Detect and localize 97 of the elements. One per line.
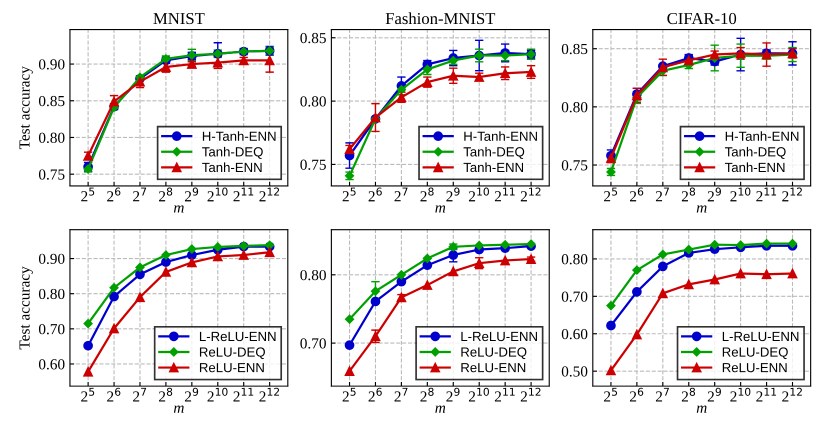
x-tick-label: 2$^{7}$ bbox=[133, 188, 146, 202]
x-axis-title: m bbox=[435, 406, 446, 413]
legend-label: H-Tanh-ENN bbox=[464, 131, 537, 141]
x-tick-label: 2$^{7}$ bbox=[656, 388, 669, 402]
y-tick-label: 0.70 bbox=[300, 338, 326, 349]
y-tick-label: 0.80 bbox=[38, 288, 65, 300]
x-tick-label: 2$^{11}$ bbox=[233, 188, 254, 202]
y-tick-label: 0.80 bbox=[38, 132, 65, 143]
legend-label: Tanh-ENN bbox=[202, 162, 262, 172]
x-tick-label: 2$^{11}$ bbox=[756, 188, 776, 202]
x-tick-label: 2$^{7}$ bbox=[394, 388, 408, 402]
y-tick-label: 0.80 bbox=[300, 96, 326, 107]
x-tick-label: 2$^{5}$ bbox=[604, 188, 618, 202]
y-tick-label: 0.80 bbox=[562, 254, 588, 264]
x-tick-label: 2$^{11}$ bbox=[233, 388, 254, 402]
chart-title: Fashion-MNIST bbox=[386, 12, 496, 24]
legend-label: Tanh-DEQ bbox=[464, 146, 524, 159]
x-tick-label: 2$^{6}$ bbox=[630, 188, 644, 202]
y-tick-label: 0.75 bbox=[562, 160, 588, 171]
x-tick-label: 2$^{9}$ bbox=[184, 388, 198, 402]
x-tick-label: 2$^{6}$ bbox=[630, 388, 644, 402]
x-tick-label: 2$^{10}$ bbox=[468, 188, 489, 202]
x-tick-label: 2$^{6}$ bbox=[107, 388, 120, 402]
x-tick-label: 2$^{12}$ bbox=[782, 388, 802, 402]
y-tick-label: 0.60 bbox=[38, 359, 65, 370]
legend-label: ReLU-DEQ bbox=[200, 347, 265, 360]
x-tick-label: 2$^{10}$ bbox=[208, 188, 228, 202]
x-tick-label: 2$^{9}$ bbox=[446, 388, 460, 402]
x-tick-label: 2$^{6}$ bbox=[368, 388, 382, 402]
y-axis-title: Test accuracy bbox=[20, 266, 33, 350]
chart-title: MNIST bbox=[153, 12, 205, 24]
legend-label: L-ReLU-ENN bbox=[200, 332, 276, 342]
x-tick-label: 2$^{12}$ bbox=[259, 188, 280, 202]
x-tick-label: 2$^{12}$ bbox=[259, 388, 280, 402]
x-tick-label: 2$^{10}$ bbox=[730, 188, 750, 202]
legend-label: ReLU-DEQ bbox=[722, 347, 788, 360]
x-tick-label: 2$^{7}$ bbox=[656, 188, 669, 202]
x-tick-label: 2$^{8}$ bbox=[159, 188, 172, 202]
legend-label: H-Tanh-ENN bbox=[726, 131, 798, 141]
legend-label: H-Tanh-ENN bbox=[202, 131, 276, 141]
x-tick-label: 2$^{9}$ bbox=[708, 388, 721, 402]
x-tick-label: 2$^{5}$ bbox=[604, 388, 618, 402]
x-axis-title: m bbox=[696, 406, 707, 413]
y-tick-label: 0.50 bbox=[562, 366, 588, 377]
x-tick-label: 2$^{8}$ bbox=[420, 188, 434, 202]
legend-label: Tanh-DEQ bbox=[202, 146, 263, 159]
x-tick-label: 2$^{8}$ bbox=[420, 388, 434, 402]
y-axis-title: Test accuracy bbox=[20, 66, 33, 150]
x-tick-label: 2$^{7}$ bbox=[133, 388, 146, 402]
y-tick-label: 0.70 bbox=[562, 291, 588, 302]
legend-label: ReLU-ENN bbox=[461, 363, 526, 372]
y-tick-label: 0.80 bbox=[562, 102, 588, 112]
x-tick-label: 2$^{5}$ bbox=[81, 388, 94, 402]
x-tick-label: 2$^{7}$ bbox=[394, 188, 408, 202]
y-tick-label: 0.90 bbox=[38, 59, 65, 70]
y-tick-label: 0.80 bbox=[300, 270, 326, 280]
y-tick-label: 0.75 bbox=[300, 160, 326, 170]
x-axis-title: m bbox=[174, 406, 184, 413]
x-tick-label: 2$^{5}$ bbox=[342, 388, 356, 402]
legend-label: ReLU-DEQ bbox=[461, 347, 526, 360]
x-tick-label: 2$^{9}$ bbox=[184, 188, 198, 202]
x-axis-title: m bbox=[174, 205, 184, 213]
x-tick-label: 2$^{8}$ bbox=[682, 188, 696, 202]
y-tick-label: 0.75 bbox=[38, 169, 64, 180]
x-tick-label: 2$^{11}$ bbox=[494, 188, 515, 202]
x-tick-label: 2$^{12}$ bbox=[520, 188, 540, 202]
legend-label: L-ReLU-ENN bbox=[461, 332, 537, 342]
x-tick-label: 2$^{9}$ bbox=[446, 188, 460, 202]
y-tick-label: 0.60 bbox=[562, 328, 588, 340]
y-tick-label: 0.85 bbox=[562, 44, 588, 54]
x-axis-title: m bbox=[696, 205, 707, 213]
x-tick-label: 2$^{5}$ bbox=[81, 188, 94, 202]
x-axis-title: m bbox=[435, 205, 446, 213]
x-tick-label: 2$^{12}$ bbox=[782, 188, 802, 202]
legend-label: ReLU-ENN bbox=[200, 363, 264, 372]
x-tick-label: 2$^{11}$ bbox=[756, 388, 776, 402]
legend-label: L-ReLU-ENN bbox=[722, 332, 798, 342]
x-tick-label: 2$^{5}$ bbox=[342, 188, 356, 202]
x-tick-label: 2$^{12}$ bbox=[520, 388, 540, 402]
x-tick-label: 2$^{11}$ bbox=[494, 388, 515, 402]
chart-title: CIFAR-10 bbox=[667, 12, 736, 24]
y-tick-label: 0.85 bbox=[300, 32, 326, 44]
legend-label: Tanh-ENN bbox=[464, 162, 524, 172]
legend-label: ReLU-ENN bbox=[722, 363, 787, 372]
y-tick-label: 0.85 bbox=[38, 96, 64, 106]
y-tick-label: 0.70 bbox=[38, 324, 65, 334]
x-tick-label: 2$^{9}$ bbox=[708, 188, 721, 202]
x-tick-label: 2$^{8}$ bbox=[682, 388, 696, 402]
y-tick-label: 0.90 bbox=[38, 254, 65, 264]
legend-label: Tanh-DEQ bbox=[724, 146, 786, 159]
x-tick-label: 2$^{6}$ bbox=[368, 188, 382, 202]
x-tick-label: 2$^{8}$ bbox=[159, 388, 172, 402]
legend-label: Tanh-ENN bbox=[724, 162, 784, 172]
x-tick-label: 2$^{6}$ bbox=[107, 188, 120, 202]
x-tick-label: 2$^{10}$ bbox=[208, 388, 228, 402]
x-tick-label: 2$^{10}$ bbox=[730, 388, 750, 402]
x-tick-label: 2$^{10}$ bbox=[468, 388, 489, 402]
